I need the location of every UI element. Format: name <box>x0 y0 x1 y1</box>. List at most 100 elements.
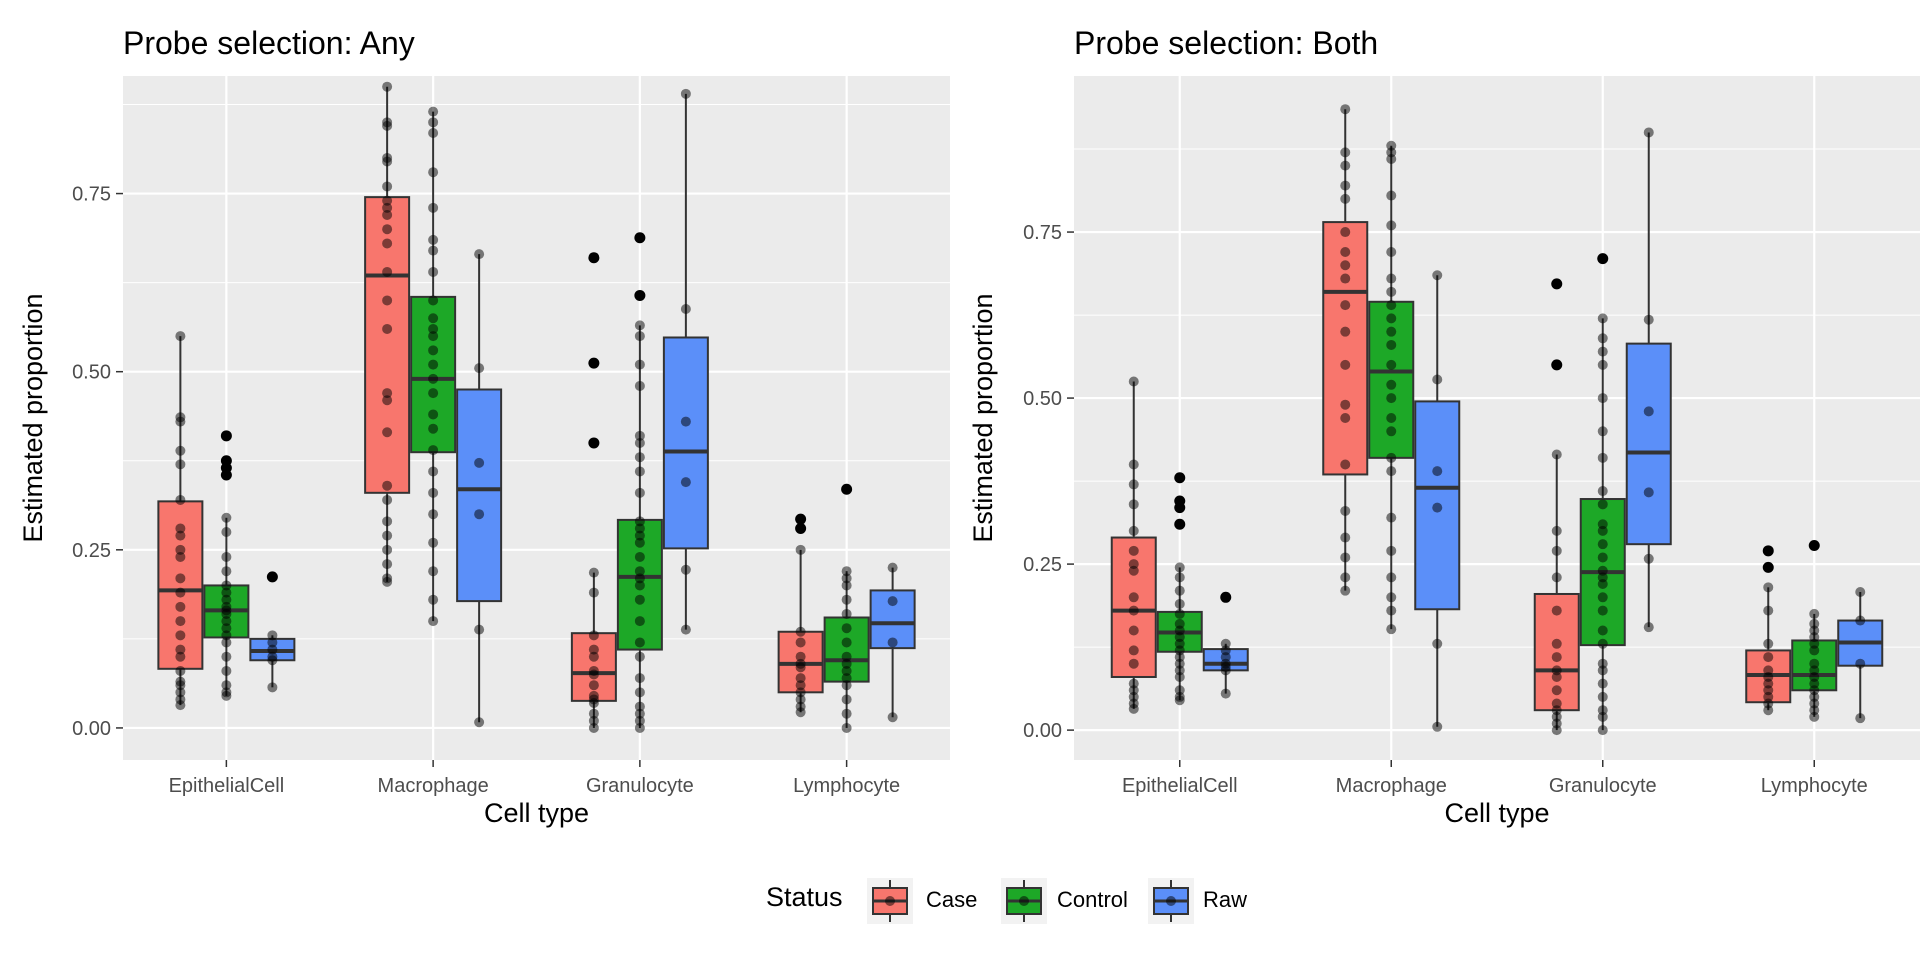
data-point <box>1763 705 1774 716</box>
panel-title: Probe selection: Any <box>123 25 415 61</box>
data-point <box>680 564 691 575</box>
data-point <box>795 544 806 555</box>
data-point <box>1386 286 1397 297</box>
data-point <box>175 573 186 584</box>
data-point <box>887 712 898 723</box>
y-tick-label: 0.50 <box>1023 388 1062 410</box>
outlier-point <box>634 232 646 244</box>
legend-label-raw: Raw <box>1203 887 1247 912</box>
box-raw-macrophage <box>456 249 503 728</box>
data-point <box>221 637 232 648</box>
panel-probe-selection-both: Probe selection: Both 0.00 0.25 0.50 0.75 Epi… <box>968 25 1920 828</box>
data-point <box>474 717 485 728</box>
data-point <box>680 88 691 99</box>
data-point <box>175 687 186 698</box>
x-axis-label: Cell type <box>484 798 589 828</box>
series-control <box>1156 140 1838 736</box>
data-point <box>1551 671 1562 682</box>
data-point <box>1386 313 1397 324</box>
data-point <box>680 303 691 314</box>
box-body <box>456 388 503 603</box>
data-point <box>887 637 898 648</box>
data-point <box>1340 193 1351 204</box>
outlier-point <box>1597 253 1609 265</box>
outlier-point <box>588 437 600 449</box>
box-body <box>662 336 709 550</box>
data-point <box>221 594 232 605</box>
panel-title: Probe selection: Both <box>1074 25 1378 61</box>
data-point <box>634 331 645 342</box>
data-point <box>634 551 645 562</box>
data-point <box>428 594 439 605</box>
outlier-point <box>634 289 646 301</box>
data-point <box>428 466 439 477</box>
data-point <box>428 167 439 178</box>
data-point <box>382 224 393 235</box>
data-point <box>1386 220 1397 231</box>
data-point <box>634 380 645 391</box>
data-point <box>428 202 439 213</box>
data-point <box>428 566 439 577</box>
data-point <box>428 245 439 256</box>
x-tick-label: Granulocyte <box>1549 775 1657 797</box>
data-point <box>221 512 232 523</box>
data-point <box>1386 326 1397 337</box>
data-point <box>1809 608 1820 619</box>
y-tick-label: 0.00 <box>72 718 111 740</box>
legend-label-case: Case <box>926 887 977 912</box>
data-point <box>841 694 852 705</box>
data-point <box>1340 359 1351 370</box>
data-point <box>1551 525 1562 536</box>
data-point <box>175 651 186 662</box>
data-point <box>841 658 852 669</box>
data-point <box>1174 585 1185 596</box>
data-point <box>1551 449 1562 460</box>
data-point <box>1174 671 1185 682</box>
data-point <box>175 680 186 691</box>
data-point <box>428 117 439 128</box>
x-tick-label: Macrophage <box>378 775 489 797</box>
data-point <box>382 209 393 220</box>
data-point <box>1340 459 1351 470</box>
data-point <box>841 680 852 691</box>
data-point <box>1551 572 1562 583</box>
data-point <box>428 409 439 420</box>
box-case-lymphocyte <box>777 513 824 718</box>
data-point <box>382 266 393 277</box>
data-point <box>221 680 232 691</box>
data-point <box>1340 399 1351 410</box>
data-point <box>634 516 645 527</box>
data-point <box>1597 359 1608 370</box>
data-point <box>1597 592 1608 603</box>
data-point <box>588 698 599 708</box>
data-point <box>634 466 645 477</box>
outlier-point <box>1174 502 1186 514</box>
data-point <box>175 630 186 641</box>
series-raw <box>249 88 916 728</box>
box-case-granulocyte <box>1533 278 1580 736</box>
data-point <box>588 630 599 641</box>
data-point <box>175 416 186 427</box>
data-point <box>382 480 393 491</box>
data-point <box>841 722 852 733</box>
data-point <box>428 331 439 342</box>
data-point <box>1809 711 1820 722</box>
data-point <box>634 701 645 712</box>
data-point <box>1597 725 1608 736</box>
data-point <box>1340 532 1351 543</box>
data-point <box>428 313 439 324</box>
data-point <box>382 323 393 334</box>
data-point <box>887 562 898 573</box>
data-point <box>1432 374 1443 385</box>
y-tick-label: 0.25 <box>72 540 111 562</box>
data-point <box>634 687 645 698</box>
outlier-point <box>1762 545 1774 557</box>
data-point <box>221 580 232 591</box>
data-point <box>588 715 599 726</box>
data-point <box>1597 691 1608 702</box>
data-point <box>634 430 645 441</box>
data-point <box>474 457 485 468</box>
data-point <box>1386 426 1397 437</box>
data-point <box>428 445 439 456</box>
data-point <box>1643 314 1654 325</box>
